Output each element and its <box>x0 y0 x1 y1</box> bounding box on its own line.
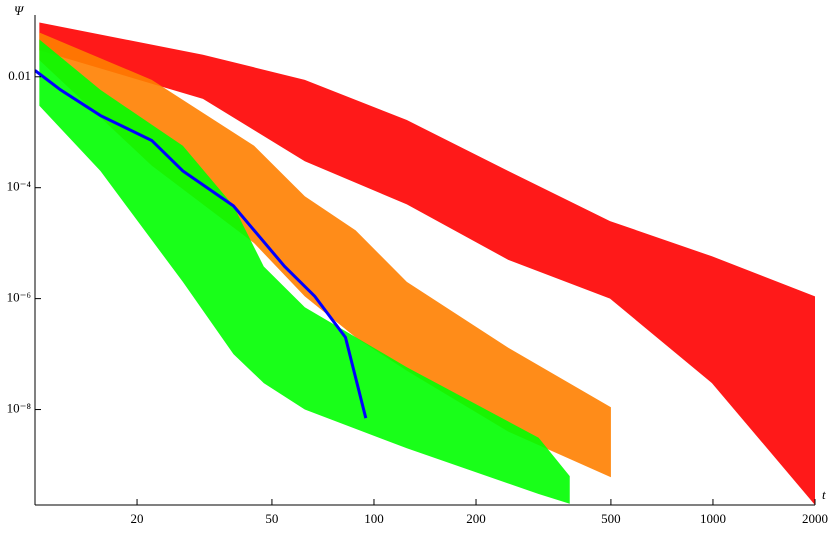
plot-area <box>35 22 815 505</box>
y-tick-label: 10⁻⁴ <box>7 179 32 194</box>
x-tick-label: 200 <box>466 511 486 526</box>
y-tick-label: 10⁻⁶ <box>7 290 31 305</box>
x-tick-label: 1000 <box>700 511 726 526</box>
x-tick-label: 500 <box>601 511 621 526</box>
line <box>35 69 368 419</box>
x-tick-label: 50 <box>265 511 278 526</box>
area <box>39 32 611 478</box>
x-tick-label: 20 <box>131 511 144 526</box>
y-tick-label: 10⁻⁸ <box>7 401 32 416</box>
y-tick-label: 0.01 <box>8 68 31 83</box>
y-axis-label: Ψ <box>14 3 25 18</box>
x-tick-label: 2000 <box>802 511 828 526</box>
area <box>39 39 570 504</box>
x-tick-label: 100 <box>364 511 384 526</box>
x-axis-label: t <box>822 487 826 502</box>
